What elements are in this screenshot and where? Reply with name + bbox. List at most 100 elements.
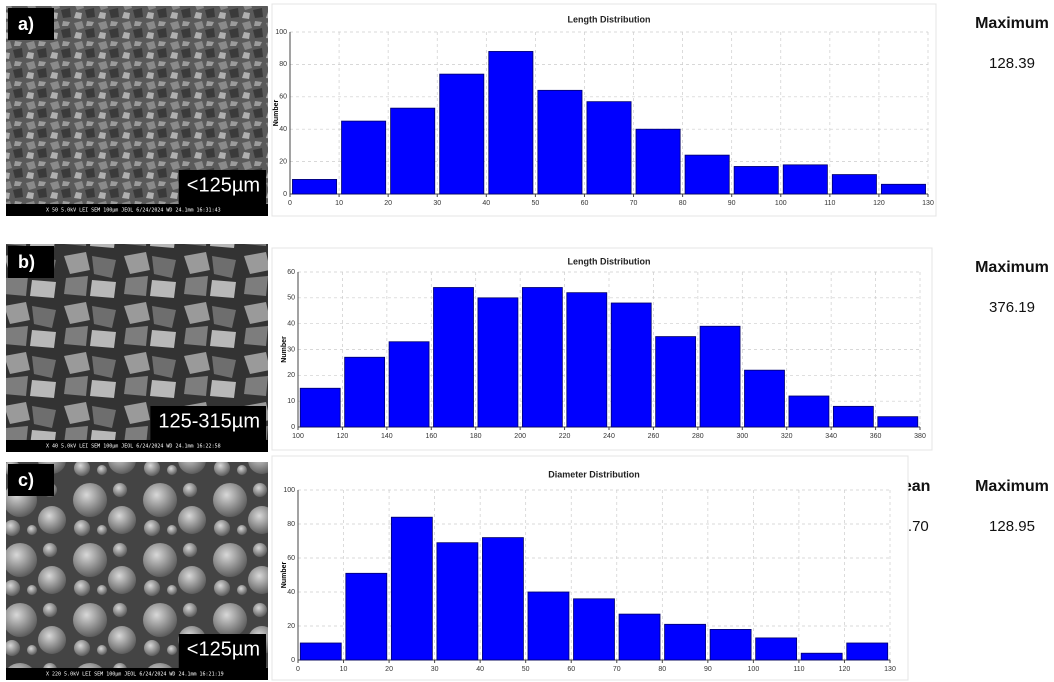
x-tick-label: 340 [825, 433, 837, 440]
x-tick-label: 20 [385, 666, 393, 673]
table-header: Maximum [975, 478, 1049, 495]
x-tick-label: 100 [292, 433, 304, 440]
x-tick-label: 160 [425, 433, 437, 440]
x-tick-label: 360 [870, 433, 882, 440]
bar [586, 101, 632, 195]
x-tick-label: 180 [470, 433, 482, 440]
x-tick-label: 80 [679, 200, 687, 207]
bar [433, 287, 474, 428]
bar [521, 287, 563, 428]
bar [537, 89, 583, 195]
y-tick-label: 10 [287, 398, 295, 405]
bar [880, 183, 926, 195]
y-tick-label: 20 [287, 623, 295, 630]
x-tick-label: 320 [781, 433, 793, 440]
chart-title: Length Distribution [568, 256, 651, 266]
y-axis-label: Number [281, 562, 288, 589]
x-tick-label: 50 [531, 200, 539, 207]
x-tick-label: 220 [559, 433, 571, 440]
y-tick-label: 20 [287, 372, 295, 379]
bar [744, 369, 785, 428]
x-tick-label: 240 [603, 433, 615, 440]
x-tick-label: 260 [648, 433, 660, 440]
bar [782, 164, 828, 195]
y-tick-label: 60 [287, 555, 295, 562]
bar [610, 302, 652, 428]
bar [877, 416, 919, 428]
y-tick-label: 80 [279, 61, 287, 68]
sem-footer-bar [6, 440, 268, 452]
x-tick-label: 70 [630, 200, 638, 207]
bar [344, 356, 386, 428]
y-tick-label: 60 [279, 94, 287, 101]
sem-footer: X 40 5.0kV LEI SEM 100µm JEOL 6/24/2024 … [46, 444, 221, 450]
size-label: <125µm [187, 638, 260, 660]
y-tick-label: 50 [287, 295, 295, 302]
x-tick-label: 30 [433, 200, 441, 207]
bar [388, 341, 430, 428]
size-label-bg [178, 170, 266, 204]
y-tick-label: 0 [283, 191, 287, 198]
y-tick-label: 80 [287, 521, 295, 528]
bar [439, 73, 485, 195]
x-tick-label: 280 [692, 433, 704, 440]
bar [345, 572, 388, 661]
bar [390, 516, 433, 661]
x-tick-label: 140 [381, 433, 393, 440]
bar [755, 637, 798, 661]
size-label: 125-315µm [158, 410, 260, 432]
panel-label-bg [8, 464, 54, 496]
bar [618, 613, 661, 661]
x-tick-label: 100 [748, 666, 760, 673]
x-tick-label: 90 [704, 666, 712, 673]
bar [699, 325, 741, 428]
x-tick-label: 110 [793, 666, 804, 673]
y-tick-label: 40 [287, 321, 295, 328]
table-header: Maximum [975, 15, 1049, 32]
y-axis-label: Number [273, 100, 280, 127]
chart-title: Diameter Distribution [548, 469, 640, 479]
x-tick-label: 20 [384, 200, 392, 207]
bar [800, 652, 843, 661]
bar [788, 395, 830, 428]
bar [390, 107, 436, 195]
panel-label: c) [18, 470, 34, 490]
bar [684, 154, 730, 195]
x-tick-label: 380 [914, 433, 926, 440]
bar [292, 179, 338, 195]
y-tick-label: 30 [287, 346, 295, 353]
chart-title: Length Distribution [568, 14, 651, 24]
x-tick-label: 90 [728, 200, 736, 207]
y-tick-label: 40 [287, 589, 295, 596]
bar [832, 405, 874, 428]
bar [299, 642, 342, 661]
bar [733, 166, 779, 195]
x-tick-label: 130 [922, 200, 934, 207]
x-tick-label: 30 [431, 666, 439, 673]
y-tick-label: 0 [291, 424, 295, 431]
x-tick-label: 130 [884, 666, 896, 673]
table-cell: 376.19 [989, 299, 1035, 316]
x-tick-label: 10 [340, 666, 348, 673]
y-axis-label: Number [281, 336, 288, 363]
bar [655, 336, 697, 428]
size-label: <125µm [187, 174, 260, 196]
x-tick-label: 10 [335, 200, 343, 207]
bar [709, 629, 752, 661]
bar [527, 591, 570, 661]
y-tick-label: 0 [291, 657, 295, 664]
bar [635, 128, 681, 195]
x-tick-label: 80 [658, 666, 666, 673]
x-tick-label: 120 [337, 433, 349, 440]
x-tick-label: 60 [581, 200, 589, 207]
bar [566, 292, 608, 428]
y-tick-label: 60 [287, 269, 295, 276]
table-cell: 128.95 [989, 518, 1035, 535]
bar [482, 537, 524, 661]
x-tick-label: 40 [482, 200, 490, 207]
sem-footer: X 220 5.0kV LEI SEM 100µm JEOL 6/24/2024… [46, 672, 224, 678]
bar [846, 642, 889, 661]
bar [299, 387, 341, 428]
x-tick-label: 110 [824, 200, 835, 207]
